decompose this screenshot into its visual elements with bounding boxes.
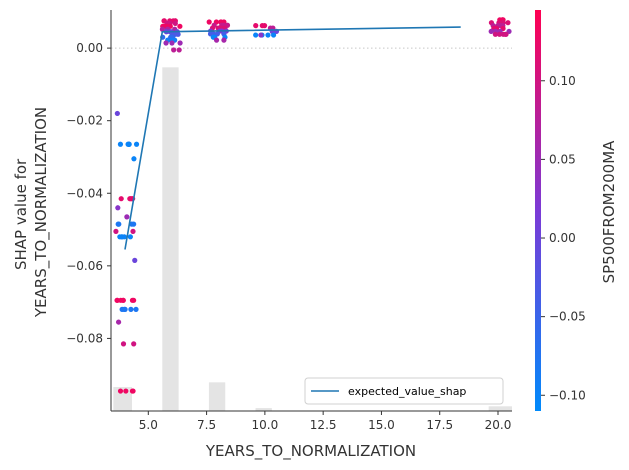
legend: expected_value_shap bbox=[304, 377, 504, 405]
x-tick-label: 7.5 bbox=[197, 418, 216, 432]
x-tick-label: 12.5 bbox=[310, 418, 337, 432]
scatter-point bbox=[177, 40, 183, 46]
scatter-point bbox=[169, 40, 175, 46]
scatter-point bbox=[132, 257, 138, 263]
scatter-point bbox=[492, 31, 498, 37]
y-tick-label: −0.06 bbox=[66, 259, 103, 273]
scatter-point bbox=[113, 228, 119, 234]
scatter-point bbox=[129, 297, 136, 303]
scatter-point bbox=[131, 341, 137, 347]
scatter-point bbox=[133, 306, 139, 312]
scatter-point bbox=[172, 20, 178, 27]
scatter-point bbox=[114, 110, 120, 117]
scatter-point bbox=[130, 388, 136, 394]
histogram-bar bbox=[255, 408, 272, 411]
scatter-point bbox=[119, 234, 125, 240]
legend-label-expected-value: expected_value_shap bbox=[348, 385, 466, 398]
scatter-point bbox=[126, 141, 132, 147]
scatter-point bbox=[253, 23, 259, 29]
scatter-point bbox=[130, 228, 136, 234]
scatter-point bbox=[502, 31, 509, 37]
scatter-point bbox=[270, 32, 277, 38]
scatter-point bbox=[117, 141, 124, 147]
x-tick-label: 17.5 bbox=[426, 418, 453, 432]
colorbar bbox=[535, 10, 541, 411]
colorbar-ticks: 0.10 0.05 0.00 −0.05 −0.10 bbox=[541, 74, 586, 402]
scatter-point bbox=[176, 47, 182, 53]
scatter-point bbox=[118, 196, 124, 202]
y-tick-label: 0.00 bbox=[76, 41, 103, 55]
x-tick-label: 5.0 bbox=[139, 418, 158, 432]
scatter-point bbox=[131, 156, 137, 162]
colorbar-tick-label: 0.00 bbox=[549, 231, 576, 245]
scatter-point bbox=[115, 205, 121, 211]
scatter-point bbox=[118, 297, 124, 303]
x-tick-label: 10.0 bbox=[252, 418, 279, 432]
legend-box bbox=[304, 377, 504, 405]
scatter-point bbox=[123, 388, 129, 394]
y-axis-title-line-1: SHAP value for bbox=[12, 158, 30, 270]
scatter-point bbox=[171, 47, 177, 53]
x-tick-label: 20.0 bbox=[485, 418, 512, 432]
scatter-point bbox=[121, 306, 127, 312]
scatter-point bbox=[177, 23, 183, 29]
scatter-point bbox=[163, 40, 169, 46]
colorbar-label: SP500FROM200MA bbox=[600, 140, 618, 284]
x-axis-title: YEARS_TO_NORMALIZATION bbox=[205, 442, 416, 461]
scatter-point bbox=[115, 221, 121, 227]
scatter-point bbox=[115, 319, 122, 325]
y-tick-label: −0.02 bbox=[66, 114, 103, 128]
scatter-point bbox=[505, 20, 511, 26]
scatter-point bbox=[259, 23, 265, 29]
scatter-point bbox=[114, 297, 120, 303]
histogram-bars bbox=[113, 67, 512, 411]
scatter-point bbox=[253, 32, 259, 38]
scatter-point bbox=[206, 19, 212, 25]
histogram-bar bbox=[162, 67, 179, 411]
scatter-point bbox=[127, 234, 133, 240]
y-tick-label: −0.08 bbox=[66, 331, 103, 345]
scatter-point bbox=[124, 214, 130, 220]
scatter-point bbox=[221, 37, 227, 43]
y-tick-label: −0.04 bbox=[66, 186, 103, 200]
histogram-bar bbox=[488, 406, 512, 411]
histogram-bar bbox=[208, 382, 226, 411]
colorbar-tick-label: 0.05 bbox=[549, 152, 576, 166]
scatter-point bbox=[213, 37, 220, 43]
expected-value-line bbox=[124, 26, 461, 250]
scatter-point bbox=[258, 32, 264, 38]
scatter-point bbox=[265, 32, 271, 38]
y-axis-ticks: 0.00 −0.02 −0.04 −0.06 −0.08 bbox=[66, 41, 111, 345]
scatter-point bbox=[120, 341, 127, 347]
colorbar-tick-label: −0.10 bbox=[549, 388, 586, 402]
scatter-point bbox=[159, 26, 165, 32]
y-axis-title: SHAP value for YEARS_TO_NORMALIZATION bbox=[12, 107, 51, 318]
scatter-point bbox=[496, 31, 503, 37]
scatter-point bbox=[117, 388, 124, 394]
scatter-point bbox=[131, 221, 137, 227]
colorbar-tick-label: −0.05 bbox=[549, 310, 586, 324]
x-axis-ticks: 5.0 7.5 10.0 12.5 15.0 17.5 20.0 bbox=[139, 411, 512, 432]
x-tick-label: 15.0 bbox=[368, 418, 395, 432]
scatter-point bbox=[128, 306, 134, 312]
scatter-points bbox=[113, 17, 512, 394]
scatter-point bbox=[488, 28, 494, 35]
colorbar-tick-label: 0.10 bbox=[549, 74, 576, 88]
scatter-point bbox=[133, 141, 140, 147]
y-axis-title-line-2: YEARS_TO_NORMALIZATION bbox=[32, 107, 51, 318]
